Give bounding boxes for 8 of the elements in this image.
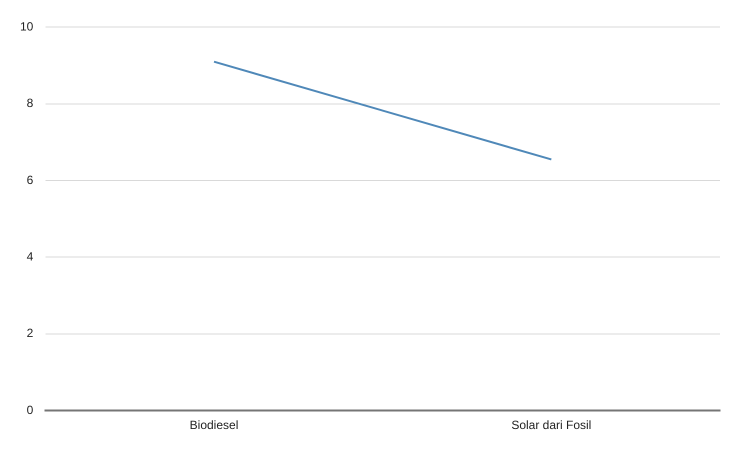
y-tick-label: 0 bbox=[26, 402, 34, 417]
y-tick-label: 2 bbox=[26, 326, 34, 340]
x-tick-label: Solar dari Fosil bbox=[511, 418, 592, 432]
y-tick-label: 8 bbox=[26, 96, 34, 110]
y-tick-label: 10 bbox=[20, 20, 34, 34]
y-tick-label: 6 bbox=[26, 172, 34, 187]
y-tick-label: 4 bbox=[26, 250, 34, 264]
x-tick-label: Biodiesel bbox=[190, 418, 238, 432]
